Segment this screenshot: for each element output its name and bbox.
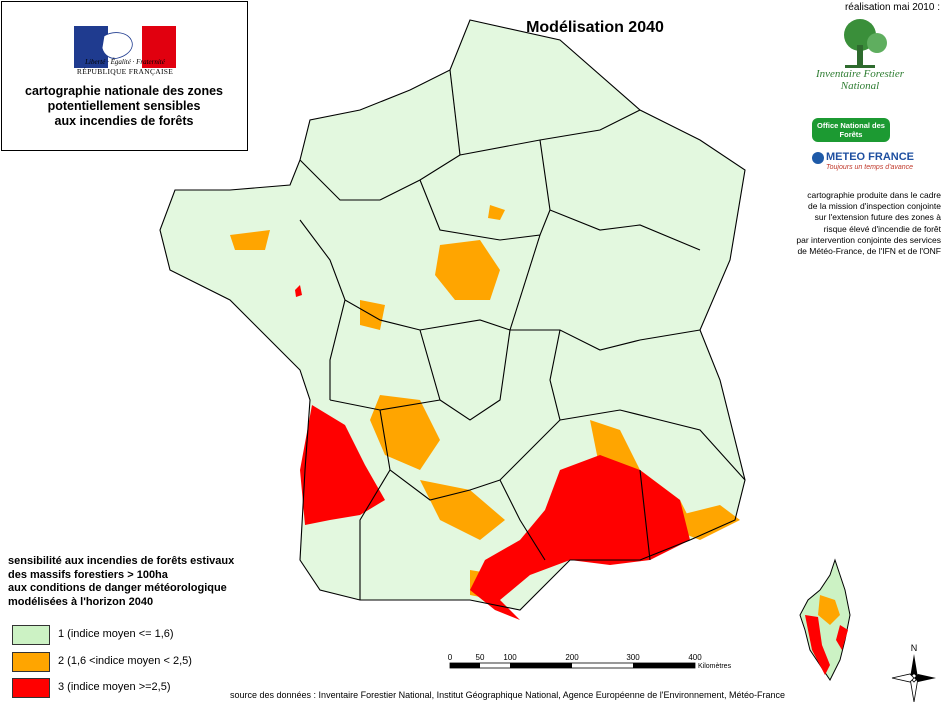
map-title: Modélisation 2040 [526, 19, 664, 36]
note-line: cartographie produite dans le cadre [807, 190, 941, 200]
scale-tick-label: 200 [565, 653, 579, 662]
ifn-logo-text: Inventaire Forestier National [800, 68, 920, 92]
meteo-france-text: METEO FRANCE [826, 151, 914, 163]
box-title-line: potentiellement sensibles [47, 99, 201, 113]
onf-logo [812, 118, 890, 142]
north-arrow-icon: N [891, 643, 936, 702]
box-title: cartographie nationale des zones potenti… [4, 84, 244, 129]
meteo-france-icon [812, 152, 824, 164]
production-note: cartographie produite dans le cadre de l… [745, 190, 941, 257]
legend-swatch-class2 [12, 652, 50, 672]
republic-name: RÉPUBLIQUE FRANÇAISE [76, 67, 174, 76]
legend-item-class2: 2 (1,6 <indice moyen < 2,5) [12, 652, 272, 672]
forest-class3-areas [295, 285, 690, 620]
republic-motto: Liberté · Égalité · Fraternité [85, 58, 165, 66]
ifn-tree-logo [844, 19, 887, 68]
legend-label: 2 (1,6 <indice moyen < 2,5) [58, 655, 192, 667]
corsica-map [799, 558, 851, 681]
box-title-line: cartographie nationale des zones [25, 84, 223, 98]
note-line: de la mission d'inspection conjointe [808, 201, 941, 212]
scale-tick-label: 400 [688, 653, 702, 662]
north-label: N [911, 643, 918, 653]
legend-title-line: des massifs forestiers > 100ha [8, 568, 168, 581]
scale-bar: 0 50 100 200 300 400 Kilomètres [448, 653, 732, 670]
region-borders [159, 19, 746, 611]
scale-tick-label: 300 [626, 653, 640, 662]
scale-tick-label: 0 [448, 653, 453, 662]
realisation-date: réalisation mai 2010 : [844, 2, 940, 13]
legend-title: sensibilité aux incendies de forêts esti… [8, 555, 268, 609]
box-title-line: aux incendies de forêts [54, 114, 194, 128]
onf-logo-text: Office National des Forêts [817, 121, 885, 139]
legend-item-class1: 1 (indice moyen <= 1,6) [12, 625, 272, 645]
legend-item-class3: 3 (indice moyen >=2,5) [12, 678, 272, 698]
legend-label: 1 (indice moyen <= 1,6) [58, 628, 174, 640]
ifn-line2: National [840, 80, 880, 92]
note-line: risque élevé d'incendie de forêt [823, 223, 941, 234]
note-line: par intervention conjointe des services [796, 234, 941, 245]
legend-swatch-class3 [12, 678, 50, 698]
marianne-logo [74, 26, 176, 68]
data-source: source des données : Inventaire Forestie… [230, 690, 786, 700]
scale-unit: Kilomètres [698, 663, 732, 670]
ifn-line1: Inventaire Forestier [815, 68, 905, 80]
legend-label: 3 (indice moyen >=2,5) [58, 681, 171, 693]
legend-swatch-class1 [12, 625, 50, 645]
meteo-france-slogan: Toujours un temps d'avance [826, 164, 914, 171]
legend-title-line: sensibilité aux incendies de forêts esti… [8, 555, 235, 567]
legend-title-line: modélisées à l'horizon 2040 [8, 595, 154, 608]
legend-title-line: aux conditions de danger météorologique [8, 582, 227, 594]
scale-tick-label: 100 [503, 653, 517, 662]
scale-tick-label: 50 [476, 653, 485, 662]
note-line: de Météo-France, de l'IFN et de l'ONF [797, 246, 941, 257]
note-line: sur l'extension future des zones à [814, 212, 941, 223]
